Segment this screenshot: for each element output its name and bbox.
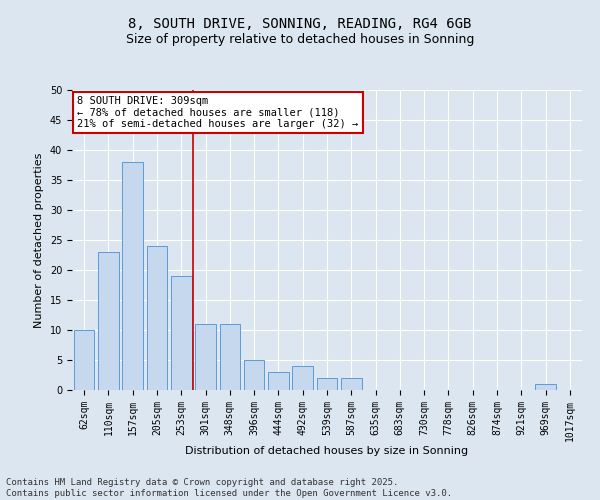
Text: Size of property relative to detached houses in Sonning: Size of property relative to detached ho… [126,32,474,46]
X-axis label: Distribution of detached houses by size in Sonning: Distribution of detached houses by size … [185,446,469,456]
Bar [98,252,119,390]
Text: 8 SOUTH DRIVE: 309sqm
← 78% of detached houses are smaller (118)
21% of semi-det: 8 SOUTH DRIVE: 309sqm ← 78% of detached … [77,96,358,129]
Bar [171,276,191,390]
Bar [341,378,362,390]
Bar [244,360,265,390]
Bar [220,324,240,390]
Bar [146,246,167,390]
Bar [268,372,289,390]
Bar [74,330,94,390]
Text: Contains HM Land Registry data © Crown copyright and database right 2025.
Contai: Contains HM Land Registry data © Crown c… [6,478,452,498]
Bar [122,162,143,390]
Y-axis label: Number of detached properties: Number of detached properties [34,152,44,328]
Bar [292,366,313,390]
Bar [535,384,556,390]
Text: 8, SOUTH DRIVE, SONNING, READING, RG4 6GB: 8, SOUTH DRIVE, SONNING, READING, RG4 6G… [128,18,472,32]
Bar [317,378,337,390]
Bar [195,324,216,390]
